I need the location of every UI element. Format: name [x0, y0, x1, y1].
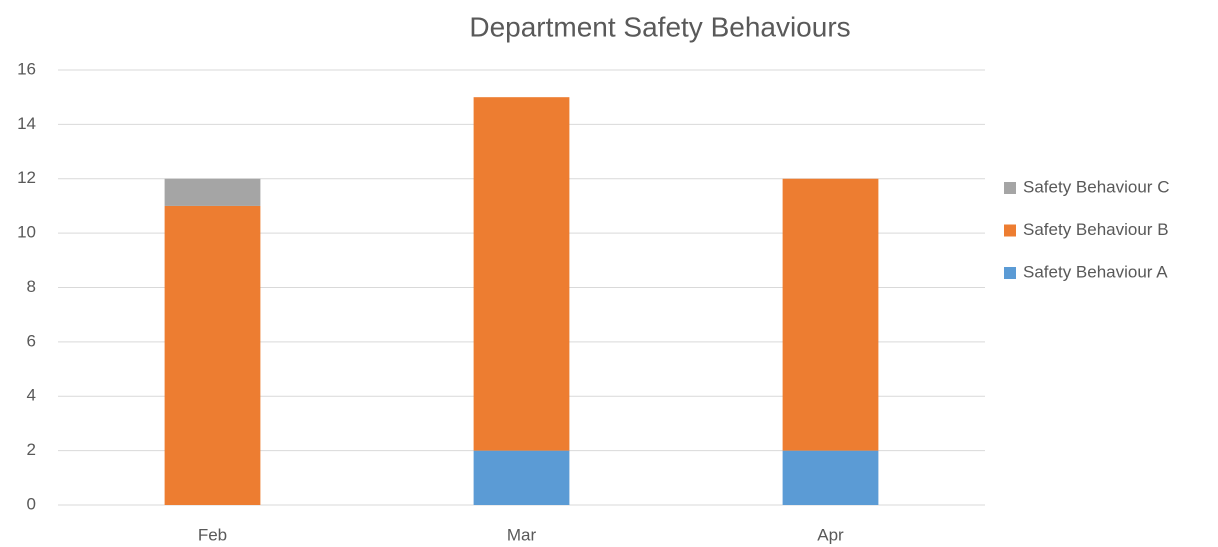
x-tick-label: Mar: [507, 525, 537, 544]
x-tick-label: Apr: [817, 525, 844, 544]
legend-label: Safety Behaviour B: [1023, 220, 1169, 239]
y-tick-label: 12: [17, 168, 36, 187]
legend-swatch: [1004, 224, 1016, 237]
x-tick-label: Feb: [198, 525, 227, 544]
y-tick-label: 2: [27, 440, 36, 459]
bar-segment: [164, 205, 261, 505]
y-tick-label: 8: [27, 277, 36, 296]
legend-label: Safety Behaviour A: [1023, 262, 1168, 281]
y-tick-label: 0: [27, 494, 36, 513]
bar-segment: [164, 178, 261, 206]
y-tick-label: 16: [17, 59, 36, 78]
bar-segment: [473, 450, 570, 505]
bar-segment: [782, 178, 879, 451]
legend-label: Safety Behaviour C: [1023, 177, 1169, 196]
bar-segment: [782, 450, 879, 505]
legend-swatch: [1004, 267, 1016, 279]
y-tick-label: 10: [17, 223, 36, 242]
bar-segment: [473, 97, 570, 451]
y-tick-label: 4: [27, 386, 36, 405]
y-tick-label: 14: [17, 114, 36, 133]
legend-swatch: [1004, 182, 1016, 194]
chart-title: Department Safety Behaviours: [469, 11, 850, 42]
y-tick-label: 6: [27, 331, 36, 350]
